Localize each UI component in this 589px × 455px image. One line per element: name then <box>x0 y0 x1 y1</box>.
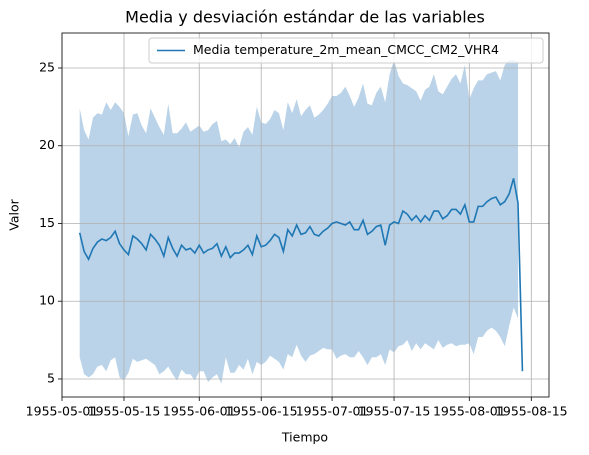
x-tick-label: 1955-06-15 <box>225 404 298 419</box>
y-axis-label: Valor <box>7 198 22 230</box>
mean-line <box>78 178 524 372</box>
y-tick-label: 20 <box>39 137 55 152</box>
y-tick-label: 25 <box>39 59 55 74</box>
legend-label: Media temperature_2m_mean_CMCC_CM2_VHR4 <box>193 42 499 57</box>
x-axis-label: Tiempo <box>281 430 328 445</box>
legend-box <box>148 37 544 64</box>
y-tick-label: 10 <box>39 293 55 308</box>
x-tick-label: 1955-08-01 <box>433 404 506 419</box>
y-tick-label: 15 <box>39 215 55 230</box>
x-tick-label: 1955-07-15 <box>358 404 431 419</box>
x-tick-label: 1955-06-01 <box>163 404 236 419</box>
x-tick-label: 1955-05-15 <box>88 404 161 419</box>
std-band <box>79 60 519 384</box>
y-tick-label: 5 <box>47 370 55 385</box>
x-tick-label: 1955-07-01 <box>296 404 369 419</box>
plot-frame <box>61 32 550 398</box>
x-tick-label: 1955-05-01 <box>26 404 99 419</box>
x-tick-label: 1955-08-15 <box>495 404 568 419</box>
chart-title: Media y desviación estándar de las varia… <box>125 8 485 27</box>
